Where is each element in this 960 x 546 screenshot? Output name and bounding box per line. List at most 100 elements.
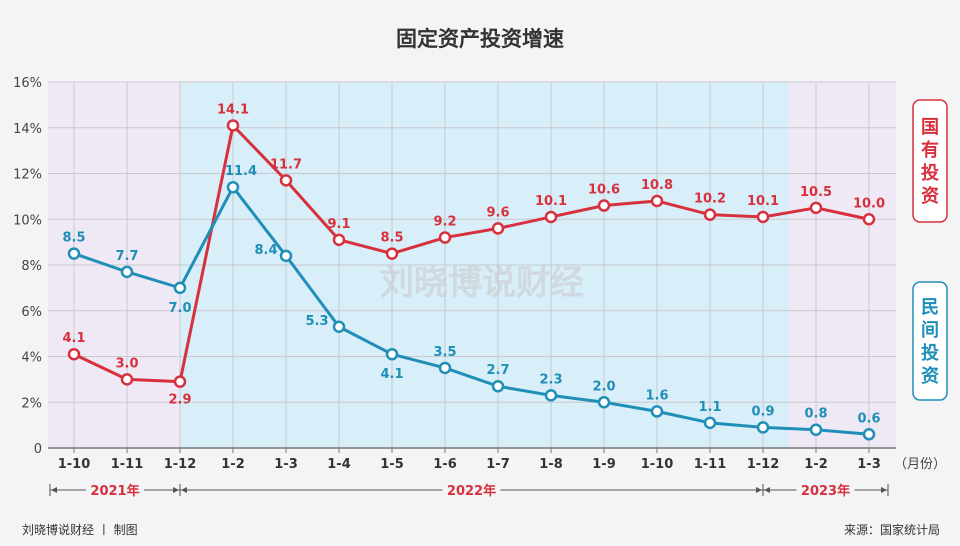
x-tick-label: 1-12	[164, 457, 197, 472]
data-point-blue	[279, 249, 293, 263]
data-label-blue: 1.1	[698, 400, 721, 415]
y-tick-label: 4%	[21, 351, 42, 366]
x-tick-label: 1-3	[274, 457, 298, 472]
data-label-red: 10.1	[747, 194, 779, 209]
data-point-blue	[120, 265, 134, 279]
data-label-red: 9.6	[486, 205, 509, 220]
data-point-red	[67, 347, 81, 361]
data-label-blue: 3.5	[433, 345, 456, 360]
data-label-blue: 2.3	[539, 372, 562, 387]
data-label-blue: 7.7	[115, 249, 138, 264]
data-point-blue	[597, 396, 611, 409]
data-label-blue: 8.4	[254, 243, 277, 258]
x-tick-label: 1-10	[641, 457, 674, 472]
period-0-label: 2021年	[90, 483, 139, 499]
y-tick-label: 10%	[13, 213, 42, 228]
y-tick-label: 8%	[21, 259, 42, 274]
period-1-label: 2022年	[447, 483, 496, 499]
x-tick-label: 1-7	[486, 457, 510, 472]
data-label-red: 8.5	[380, 231, 403, 246]
series-line-red	[73, 123, 870, 384]
period-0-arrow	[51, 487, 57, 493]
data-label-red: 10.0	[853, 196, 885, 211]
legend-label-state-char: 资	[921, 185, 939, 207]
data-label-blue: 7.0	[168, 301, 191, 316]
data-label-blue: 2.7	[486, 363, 509, 378]
data-label-red: 10.8	[641, 178, 673, 193]
x-tick-label: 1-11	[111, 457, 144, 472]
legend-label-private-char: 投	[921, 342, 939, 364]
y-tick-label: 14%	[13, 122, 42, 137]
data-point-red	[279, 174, 293, 187]
data-point-red	[385, 247, 399, 260]
data-point-red	[756, 210, 770, 224]
data-point-blue	[703, 416, 717, 430]
data-label-blue: 0.9	[751, 404, 774, 419]
data-point-red	[597, 199, 611, 212]
y-tick-label: 6%	[21, 305, 42, 320]
period-0-arrow	[173, 487, 179, 493]
period-1-label-bg	[442, 481, 501, 499]
legend-box-private	[912, 281, 948, 401]
x-tick-label: 1-11	[694, 457, 727, 472]
footer-source: 来源：国家统计局	[844, 522, 940, 537]
data-label-blue: 11.4	[225, 164, 257, 179]
data-label-blue: 2.0	[592, 379, 615, 394]
data-point-blue	[173, 281, 187, 295]
data-label-blue: 8.5	[62, 231, 85, 246]
data-point-blue	[67, 247, 81, 260]
data-point-blue	[385, 347, 399, 361]
data-label-red: 9.1	[327, 217, 350, 232]
data-point-red	[544, 210, 558, 224]
x-tick-label: 1-3	[857, 457, 881, 472]
watermark: 刘晓博说财经	[380, 263, 584, 303]
data-label-blue: 4.1	[380, 367, 403, 382]
legend-label-private-char: 间	[921, 320, 939, 341]
x-axis-unit: （月份）	[894, 457, 946, 472]
data-point-red	[809, 201, 823, 215]
x-tick-label: 1-12	[747, 457, 780, 472]
data-point-red	[173, 375, 187, 388]
data-label-blue: 0.8	[804, 407, 827, 422]
period-1-arrow	[181, 487, 187, 493]
data-label-red: 11.7	[270, 157, 302, 172]
x-tick-label: 1-8	[539, 457, 563, 472]
data-label-blue: 5.3	[305, 314, 328, 329]
x-tick-label: 1-10	[58, 457, 91, 472]
period-0-label-bg	[86, 481, 144, 499]
legend-label-state-char: 投	[921, 162, 939, 184]
data-point-blue	[438, 361, 452, 375]
period-2-arrow	[881, 487, 887, 493]
data-point-red	[120, 373, 134, 386]
data-label-blue: 1.6	[645, 388, 668, 403]
data-label-red: 4.1	[62, 331, 85, 346]
legend-label-state-char: 国	[921, 117, 939, 138]
legend-label-private-char: 资	[921, 365, 939, 387]
data-point-red	[703, 208, 717, 221]
period-2-label-bg	[796, 481, 855, 499]
period-2-label: 2023年	[801, 483, 850, 499]
data-point-red	[438, 231, 452, 244]
data-label-red: 10.1	[535, 194, 567, 209]
x-tick-label: 1-5	[380, 457, 404, 472]
x-tick-label: 1-2	[221, 457, 245, 472]
data-point-red	[226, 119, 240, 132]
data-label-red: 2.9	[168, 393, 191, 408]
data-point-red	[491, 222, 505, 235]
data-point-blue	[491, 379, 505, 393]
y-tick-label: 16%	[13, 76, 42, 91]
x-tick-label: 1-4	[327, 457, 351, 472]
data-label-red: 10.5	[800, 185, 832, 200]
data-label-red: 3.0	[115, 356, 138, 371]
data-label-blue: 0.6	[857, 411, 880, 426]
chart-title: 固定资产投资增速	[396, 27, 564, 51]
y-tick-label: 2%	[21, 396, 42, 411]
y-tick-label: 0	[34, 442, 42, 457]
data-point-blue	[756, 421, 770, 434]
data-point-blue	[226, 180, 240, 194]
data-point-blue	[862, 428, 876, 441]
data-point-blue	[650, 405, 664, 418]
data-point-blue	[544, 389, 558, 402]
data-label-red: 14.1	[217, 102, 249, 117]
